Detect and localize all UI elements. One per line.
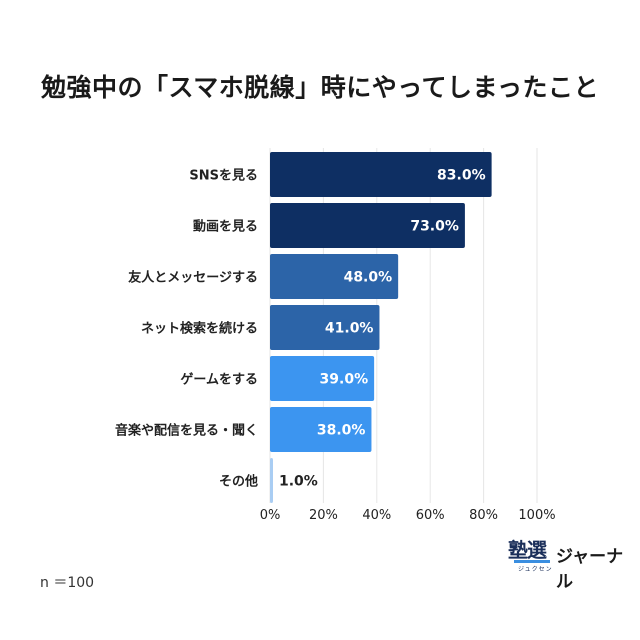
category-label: SNSを見る xyxy=(189,169,258,184)
value-label: 1.0% xyxy=(279,474,318,490)
bar xyxy=(270,254,399,299)
brand-mark: 塾選 xyxy=(508,538,547,562)
category-label: ゲームをする xyxy=(180,372,258,388)
x-tick-label: 0% xyxy=(260,508,281,523)
x-tick-label: 20% xyxy=(309,508,338,523)
category-label: ネット検索を続ける xyxy=(141,321,258,337)
value-label: 73.0% xyxy=(410,219,459,235)
category-label: その他 xyxy=(219,474,258,490)
value-label: 38.0% xyxy=(317,423,366,439)
value-label: 39.0% xyxy=(320,372,369,388)
bar xyxy=(270,407,372,452)
brand-name: ジャーナル xyxy=(556,547,624,592)
x-tick-label: 40% xyxy=(362,508,391,523)
bar xyxy=(270,203,465,248)
category-label: 音楽や配信を見る・聞く xyxy=(115,423,258,439)
value-labels: 83.0% 73.0% 48.0% 41.0% 39.0% 38.0% 1.0% xyxy=(279,168,486,490)
bar xyxy=(270,458,273,503)
chart-title: 勉強中の「スマホ脱線」時にやってしまったこと xyxy=(40,73,599,102)
brand-underline xyxy=(514,560,550,563)
value-label: 48.0% xyxy=(344,270,393,286)
bar xyxy=(270,152,492,197)
sample-size-note: n ＝100 xyxy=(40,575,95,591)
value-label: 83.0% xyxy=(437,168,486,184)
bars xyxy=(270,152,492,503)
category-label: 友人とメッセージする xyxy=(128,270,258,286)
x-tick-label: 60% xyxy=(416,508,445,523)
brand-ruby: ジュクセン xyxy=(518,566,553,573)
bar xyxy=(270,305,380,350)
bar xyxy=(270,356,375,401)
value-label: 41.0% xyxy=(325,321,374,337)
x-tick-labels: 0% 20% 40% 60% 80% 100% xyxy=(260,508,556,523)
brand-logo: 塾選 ジュクセン ジャーナル xyxy=(508,534,628,592)
category-label: 動画を見る xyxy=(193,219,258,235)
x-tick-label: 80% xyxy=(469,508,498,523)
x-tick-label: 100% xyxy=(518,508,555,523)
category-labels: SNSを見る動画を見る友人とメッセージするネット検索を続けるゲームをする音楽や配… xyxy=(115,169,258,490)
